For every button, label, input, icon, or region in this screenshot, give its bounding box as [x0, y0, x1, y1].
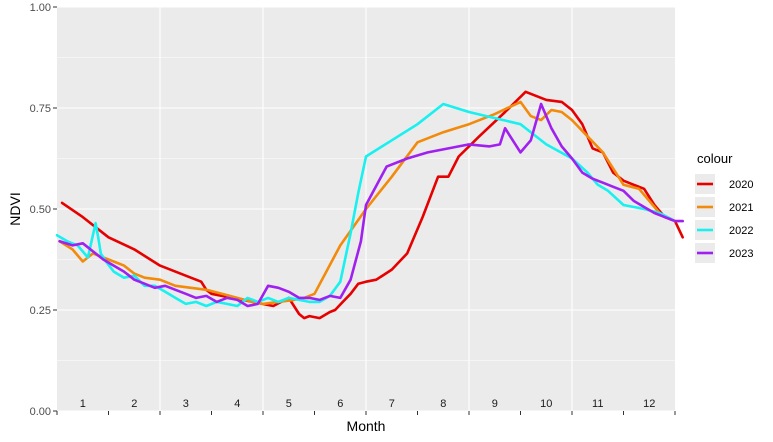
month-label: 7: [389, 398, 395, 410]
legend-label: 2020: [729, 179, 753, 191]
legend: colour 2020 2021 2022 2023: [695, 151, 753, 263]
month-label: 3: [183, 398, 189, 410]
y-axis-title: NDVI: [7, 192, 23, 225]
legend-label: 2021: [729, 202, 753, 214]
x-axis: 1 2 3 4 5 6 7 8 9 10 11 12: [56, 398, 676, 415]
y-tick-label: 0.25: [30, 305, 51, 317]
month-label: 9: [492, 398, 498, 410]
month-label: 2: [131, 398, 137, 410]
series-line-2022: [55, 102, 677, 308]
month-label: 4: [234, 398, 240, 410]
month-label: 12: [643, 398, 655, 410]
y-tick-label: 0.75: [30, 103, 51, 115]
legend-title: colour: [697, 151, 733, 166]
month-label: 1: [80, 398, 86, 410]
y-tick-label: 0.50: [30, 204, 51, 216]
series-lines: [55, 90, 685, 320]
x-axis-title: Month: [347, 418, 386, 434]
month-label: 8: [440, 398, 446, 410]
month-label: 5: [286, 398, 292, 410]
legend-label: 2023: [729, 248, 753, 260]
gridlines: [57, 6, 675, 412]
month-label: 6: [337, 398, 343, 410]
series-line-2023: [58, 102, 685, 308]
month-label: 10: [540, 398, 552, 410]
y-axis: 0.00 0.25 0.50 0.75 1.00: [30, 2, 57, 418]
series-line-2021: [58, 100, 677, 306]
month-label: 11: [592, 398, 603, 410]
legend-label: 2022: [729, 225, 753, 237]
y-tick-label: 1.00: [30, 2, 51, 14]
y-tick-label: 0.00: [30, 406, 51, 418]
